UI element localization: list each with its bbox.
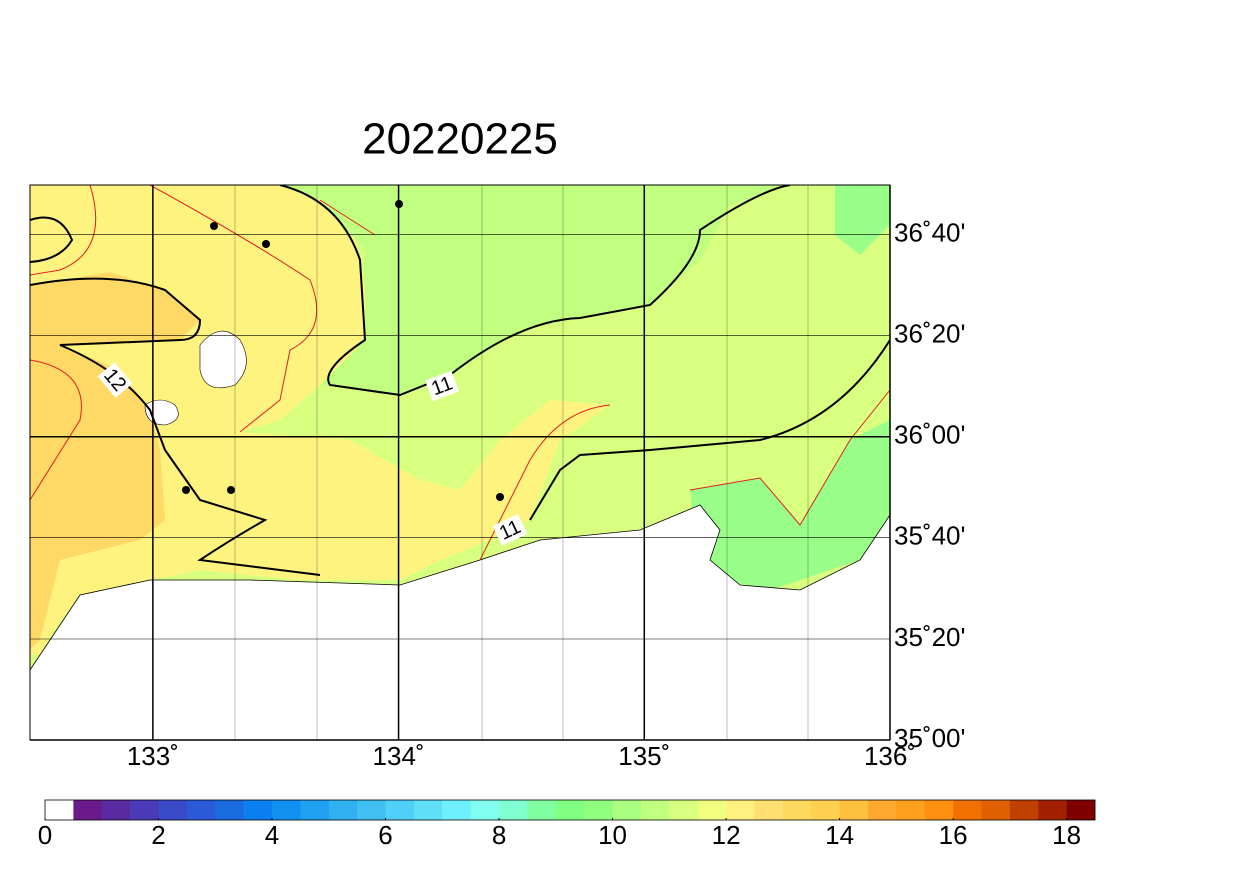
zone-green-right	[690, 420, 890, 590]
colorbar-swatch	[1066, 800, 1096, 820]
colorbar-label: 8	[492, 820, 506, 850]
colorbar-swatch	[470, 800, 500, 820]
lat-label: 36˚20'	[894, 319, 965, 349]
colorbar-swatch	[1009, 800, 1039, 820]
lon-label: 136˚	[864, 741, 916, 771]
zone-orange	[30, 272, 200, 650]
colorbar-swatch	[782, 800, 812, 820]
colorbar-swatch	[924, 800, 954, 820]
colorbar-swatch	[953, 800, 982, 820]
colorbar-swatch	[1038, 800, 1067, 820]
lon-label: 134˚	[373, 741, 425, 771]
lat-label: 35˚00'	[894, 723, 965, 753]
contour-label-box	[492, 514, 528, 546]
colorbar-label: 14	[825, 820, 854, 850]
chart-title: 20220225	[362, 115, 558, 164]
colorbar-swatch	[413, 800, 443, 820]
colorbar: 0 2 4 6 8 10 12 14 16 18	[38, 799, 1096, 850]
zone-green	[280, 185, 790, 395]
colorbar-label: 16	[939, 820, 968, 850]
colorbar-swatch	[385, 800, 415, 820]
colorbar-swatch	[839, 800, 869, 820]
map-frame	[29, 184, 891, 741]
colorbar-swatch	[45, 800, 74, 820]
zone-green-ne	[835, 185, 890, 255]
colorbar-label: 2	[151, 820, 165, 850]
lat-label: 36˚40'	[894, 217, 965, 247]
colorbar-swatch	[272, 800, 301, 820]
colorbar-swatch	[555, 800, 585, 820]
minor-grid	[234, 185, 809, 740]
contour-red	[30, 185, 890, 561]
lon-label: 133˚	[127, 741, 179, 771]
colorbar-swatch	[73, 800, 103, 820]
colorbar-swatch	[981, 800, 1011, 820]
sst-field	[30, 185, 890, 740]
contour-label: 11	[425, 370, 459, 402]
colorbar-swatch	[726, 800, 755, 820]
colorbar-swatch	[669, 800, 699, 820]
colorbar-swatch	[328, 800, 358, 820]
colorbar-swatch	[357, 800, 386, 820]
island	[144, 330, 247, 426]
colorbar-swatch	[697, 800, 727, 820]
colorbar-swatch	[499, 800, 528, 820]
colorbar-label: 18	[1052, 820, 1081, 850]
colorbar-swatch	[867, 800, 897, 820]
colorbar-swatch	[130, 800, 159, 820]
colorbar-swatch	[215, 800, 244, 820]
colorbar-swatch	[640, 800, 670, 820]
land	[30, 504, 890, 740]
colorbar-label: 12	[712, 820, 741, 850]
colorbar-swatch	[186, 800, 216, 820]
colorbar-swatch	[442, 800, 471, 820]
lon-label: 135˚	[618, 741, 670, 771]
colorbar-label: 10	[598, 820, 627, 850]
colorbar-label: 4	[265, 820, 279, 850]
colorbar-swatch	[754, 800, 784, 820]
contour-label-box	[425, 370, 459, 402]
lat-label: 36˚00'	[894, 420, 965, 450]
colorbar-swatch	[158, 800, 188, 820]
lat-label: 35˚40'	[894, 521, 965, 551]
colorbar-swatch	[612, 800, 642, 820]
colorbar-swatch	[527, 800, 557, 820]
colorbar-swatch	[101, 800, 131, 820]
colorbar-label: 0	[38, 820, 52, 850]
colorbar-label: 6	[378, 820, 392, 850]
colorbar-swatch	[811, 800, 840, 820]
colorbar-swatch	[584, 800, 613, 820]
colorbar-swatch	[243, 800, 273, 820]
colorbar-swatch	[896, 800, 926, 820]
colorbar-swatch	[300, 800, 330, 820]
colorbar-frame	[44, 799, 1096, 821]
lat-label: 35˚20'	[894, 622, 965, 652]
contour-12	[30, 216, 321, 576]
contour-label-box	[97, 362, 133, 398]
